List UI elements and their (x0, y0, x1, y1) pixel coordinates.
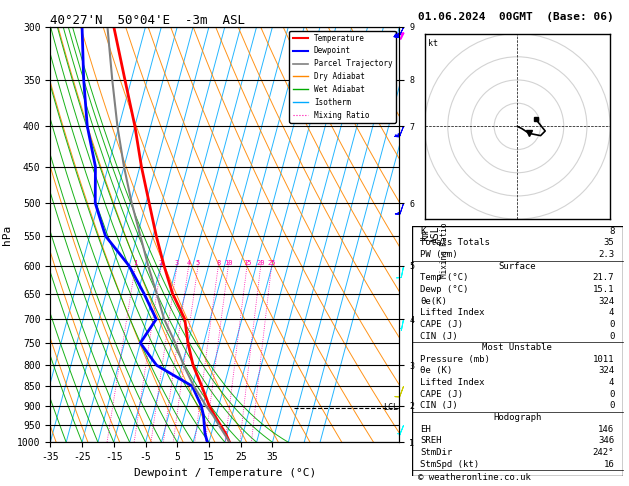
Text: 8: 8 (609, 227, 615, 236)
Text: 0: 0 (609, 390, 615, 399)
Text: Mixing Ratio (g/kg): Mixing Ratio (g/kg) (440, 191, 448, 278)
Text: SREH: SREH (420, 436, 442, 445)
Y-axis label: hPa: hPa (1, 225, 11, 244)
Text: Pressure (mb): Pressure (mb) (420, 355, 490, 364)
Text: EH: EH (420, 425, 431, 434)
Text: Hodograph: Hodograph (493, 413, 542, 422)
Text: 15: 15 (243, 260, 251, 266)
Text: kt: kt (428, 39, 438, 48)
Text: 21.7: 21.7 (593, 273, 615, 282)
Text: 01.06.2024  00GMT  (Base: 06): 01.06.2024 00GMT (Base: 06) (418, 13, 614, 22)
X-axis label: Dewpoint / Temperature (°C): Dewpoint / Temperature (°C) (134, 468, 316, 478)
Text: 20: 20 (257, 260, 265, 266)
Legend: Temperature, Dewpoint, Parcel Trajectory, Dry Adiabat, Wet Adiabat, Isotherm, Mi: Temperature, Dewpoint, Parcel Trajectory… (289, 31, 396, 122)
Text: Surface: Surface (499, 261, 536, 271)
Text: LCL: LCL (384, 403, 398, 412)
Text: θe (K): θe (K) (420, 366, 453, 375)
Text: θe(K): θe(K) (420, 296, 447, 306)
Text: 3: 3 (175, 260, 179, 266)
Text: 5: 5 (196, 260, 200, 266)
Text: Lifted Index: Lifted Index (420, 308, 485, 317)
Text: 16: 16 (604, 460, 615, 469)
Text: Dewp (°C): Dewp (°C) (420, 285, 469, 294)
Text: 4: 4 (187, 260, 191, 266)
Text: Most Unstable: Most Unstable (482, 343, 552, 352)
Text: 40°27'N  50°04'E  -3m  ASL: 40°27'N 50°04'E -3m ASL (50, 14, 245, 27)
Text: 4: 4 (609, 378, 615, 387)
Y-axis label: km
ASL: km ASL (420, 226, 442, 243)
Text: K: K (420, 227, 426, 236)
Text: CIN (J): CIN (J) (420, 401, 458, 410)
Text: 10: 10 (224, 260, 233, 266)
Text: 1011: 1011 (593, 355, 615, 364)
Text: 146: 146 (598, 425, 615, 434)
Text: 0: 0 (609, 320, 615, 329)
Text: 2: 2 (159, 260, 163, 266)
Text: 324: 324 (598, 296, 615, 306)
Text: 324: 324 (598, 366, 615, 375)
Text: Lifted Index: Lifted Index (420, 378, 485, 387)
Text: CAPE (J): CAPE (J) (420, 390, 464, 399)
Text: 346: 346 (598, 436, 615, 445)
Text: StmDir: StmDir (420, 448, 453, 457)
Text: 8: 8 (216, 260, 220, 266)
Text: 2.3: 2.3 (598, 250, 615, 259)
Text: 35: 35 (604, 238, 615, 247)
Text: StmSpd (kt): StmSpd (kt) (420, 460, 479, 469)
Text: 15.1: 15.1 (593, 285, 615, 294)
Text: 4: 4 (609, 308, 615, 317)
Text: 242°: 242° (593, 448, 615, 457)
Text: 0: 0 (609, 331, 615, 341)
Text: 1: 1 (133, 260, 138, 266)
Text: 0: 0 (609, 401, 615, 410)
Text: CAPE (J): CAPE (J) (420, 320, 464, 329)
Text: PW (cm): PW (cm) (420, 250, 458, 259)
Text: Totals Totals: Totals Totals (420, 238, 490, 247)
Text: Temp (°C): Temp (°C) (420, 273, 469, 282)
Text: © weatheronline.co.uk: © weatheronline.co.uk (418, 473, 531, 482)
Text: CIN (J): CIN (J) (420, 331, 458, 341)
Text: 25: 25 (267, 260, 276, 266)
